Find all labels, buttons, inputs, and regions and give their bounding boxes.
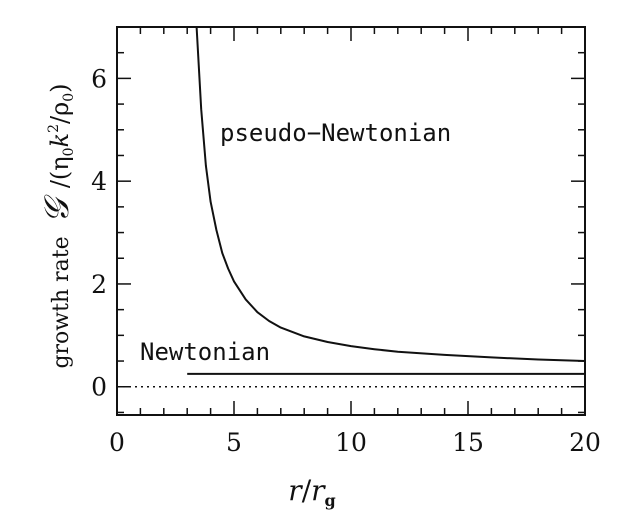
x-tick-label: 10 [335, 428, 367, 457]
annotation-pseudo-newtonian: pseudo−Newtonian [220, 119, 451, 147]
y-tick-label: 2 [91, 270, 107, 299]
series-layer [117, 26, 586, 388]
x-tick-label: 0 [109, 428, 125, 457]
x-tick-label: 20 [569, 428, 601, 457]
y-tick-label: 6 [91, 64, 107, 93]
y-tick-label: 0 [91, 373, 107, 402]
x-tick-label: 15 [452, 428, 484, 457]
y-tick-label: 4 [91, 167, 107, 196]
series-line-pseudo-newtonian [195, 26, 586, 362]
minor-ticks [117, 26, 585, 415]
annotation-newtonian: Newtonian [140, 338, 270, 366]
x-tick-label: 5 [226, 428, 242, 457]
tick-labels: 0 5 10 15 20 0 2 4 6 [91, 64, 601, 457]
plot-frame [116, 26, 586, 416]
y-axis-label: growth rate 𝒢 /(η0k2/ρ0) [37, 83, 77, 368]
y-axis-label-group: growth rate 𝒢 /(η0k2/ρ0) [37, 83, 77, 368]
x-axis-label: r/rg [288, 474, 335, 510]
